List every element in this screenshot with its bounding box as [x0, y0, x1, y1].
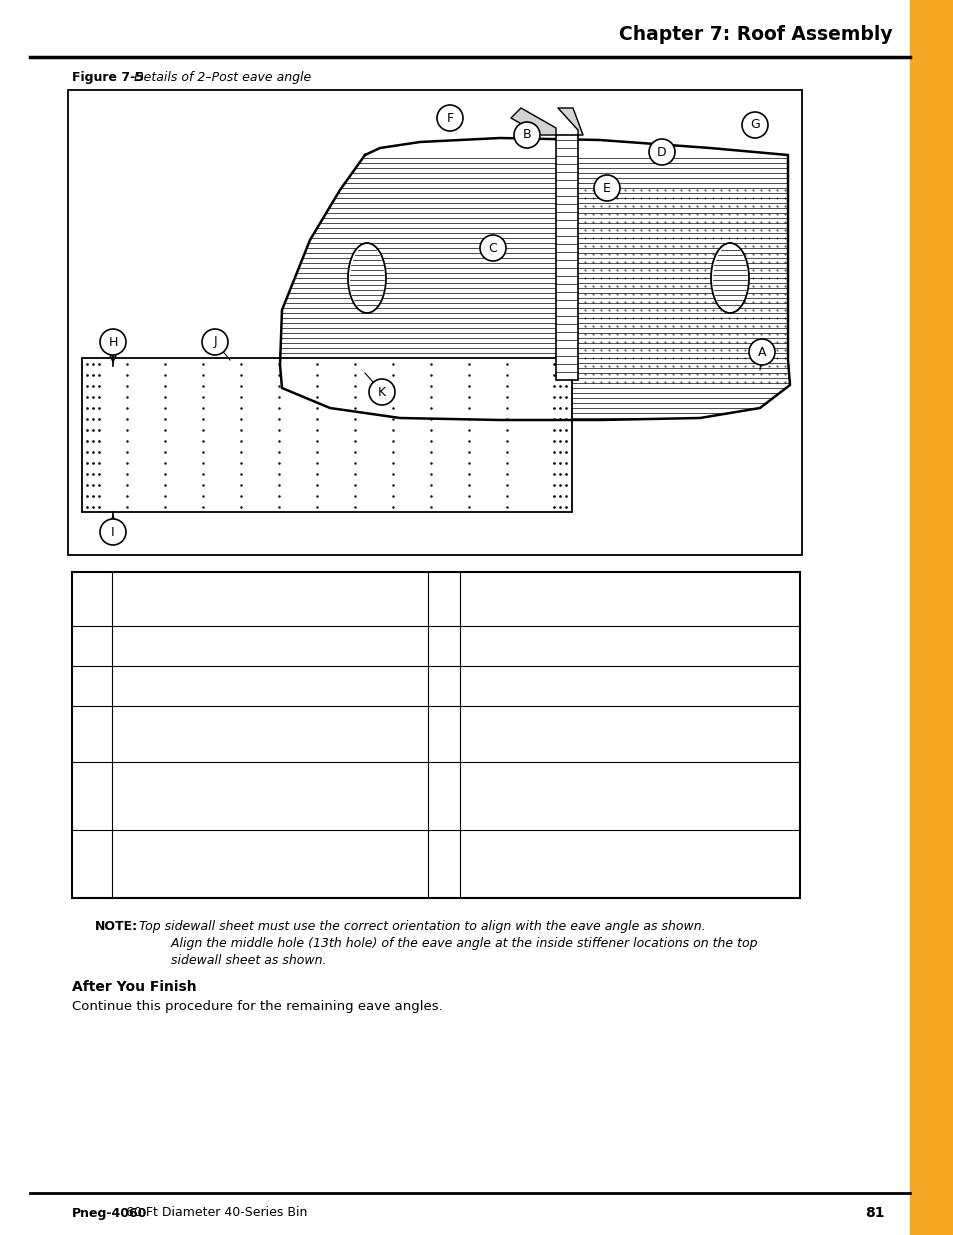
Circle shape: [479, 235, 505, 261]
Text: Bottom of the top sidewall sheet: Bottom of the top sidewall sheet: [464, 672, 664, 685]
Text: Eave angle: Eave angle: [117, 713, 185, 725]
Text: 81: 81: [864, 1207, 884, 1220]
Text: E: E: [88, 789, 96, 803]
Text: Figure 7-5: Figure 7-5: [71, 72, 144, 84]
Circle shape: [100, 329, 126, 354]
Text: I: I: [442, 679, 445, 693]
Text: Top sidewall sheet: Top sidewall sheet: [117, 578, 229, 592]
Text: G: G: [749, 119, 760, 131]
Text: Inside stiffener: Inside stiffener: [117, 672, 209, 685]
Text: K: K: [377, 385, 386, 399]
Text: J: J: [442, 727, 445, 741]
Text: B: B: [88, 640, 96, 652]
Text: C: C: [88, 679, 96, 693]
Circle shape: [748, 338, 774, 366]
Bar: [71, 572, 800, 898]
Text: D: D: [87, 727, 96, 741]
Text: Eave angle end hole alignment on the side-
wall sheet: Eave angle end hole alignment on the sid…: [117, 836, 384, 866]
Text: Roof rafter: Roof rafter: [117, 632, 182, 645]
Text: Continue this procedure for the remaining eave angles.: Continue this procedure for the remainin…: [71, 1000, 442, 1013]
Text: After You Finish: After You Finish: [71, 981, 196, 994]
Circle shape: [202, 329, 228, 354]
Text: I: I: [112, 526, 114, 538]
Text: Top sidewall sheet must use the correct orientation to align with the eave angle: Top sidewall sheet must use the correct …: [135, 920, 757, 967]
Circle shape: [648, 140, 675, 165]
Text: F: F: [89, 857, 95, 871]
Text: Eave angle middle hole (13th hole) align-
ment on the sidewall sheet: Eave angle middle hole (13th hole) align…: [117, 768, 370, 798]
Text: K: K: [439, 789, 448, 803]
Text: A: A: [757, 346, 765, 358]
Text: A: A: [88, 593, 96, 605]
Text: C: C: [488, 242, 497, 254]
Text: H: H: [438, 640, 448, 652]
Polygon shape: [558, 107, 582, 135]
Text: 60 Ft Diameter 40-Series Bin: 60 Ft Diameter 40-Series Bin: [122, 1207, 307, 1219]
Ellipse shape: [348, 243, 386, 312]
Bar: [82, 358, 572, 513]
Bar: [909, 0, 953, 1235]
Circle shape: [369, 379, 395, 405]
Text: B: B: [522, 128, 531, 142]
Text: G: G: [438, 593, 449, 605]
Text: E: E: [602, 182, 610, 194]
Ellipse shape: [710, 243, 748, 312]
Bar: [68, 90, 801, 555]
Text: NOTE:: NOTE:: [95, 920, 138, 932]
Polygon shape: [511, 107, 556, 135]
Text: Pneg-4060: Pneg-4060: [71, 1207, 147, 1219]
Text: H: H: [109, 336, 117, 348]
Circle shape: [514, 122, 539, 148]
Text: Sidewall hole (alignment of either the middle
hole or the end hole of the eave a: Sidewall hole (alignment of either the m…: [464, 713, 740, 742]
Text: Chapter 7: Roof Assembly: Chapter 7: Roof Assembly: [618, 26, 892, 44]
Circle shape: [436, 105, 462, 131]
Text: J: J: [213, 336, 216, 348]
Circle shape: [100, 519, 126, 545]
Text: Sidewall hole (alignment of either the middle
hole or the end hole of the eave a: Sidewall hole (alignment of either the m…: [464, 768, 740, 798]
Text: F: F: [446, 111, 453, 125]
Text: D: D: [657, 146, 666, 158]
Text: Eave angle end hole alignment on the sidewall sheet: Eave angle end hole alignment on the sid…: [464, 578, 789, 592]
Circle shape: [741, 112, 767, 138]
Text: Details of 2–Post eave angle: Details of 2–Post eave angle: [130, 72, 311, 84]
Text: Top of the top sidewall sheet: Top of the top sidewall sheet: [464, 632, 640, 645]
Bar: [556, 135, 578, 380]
Circle shape: [594, 175, 619, 201]
